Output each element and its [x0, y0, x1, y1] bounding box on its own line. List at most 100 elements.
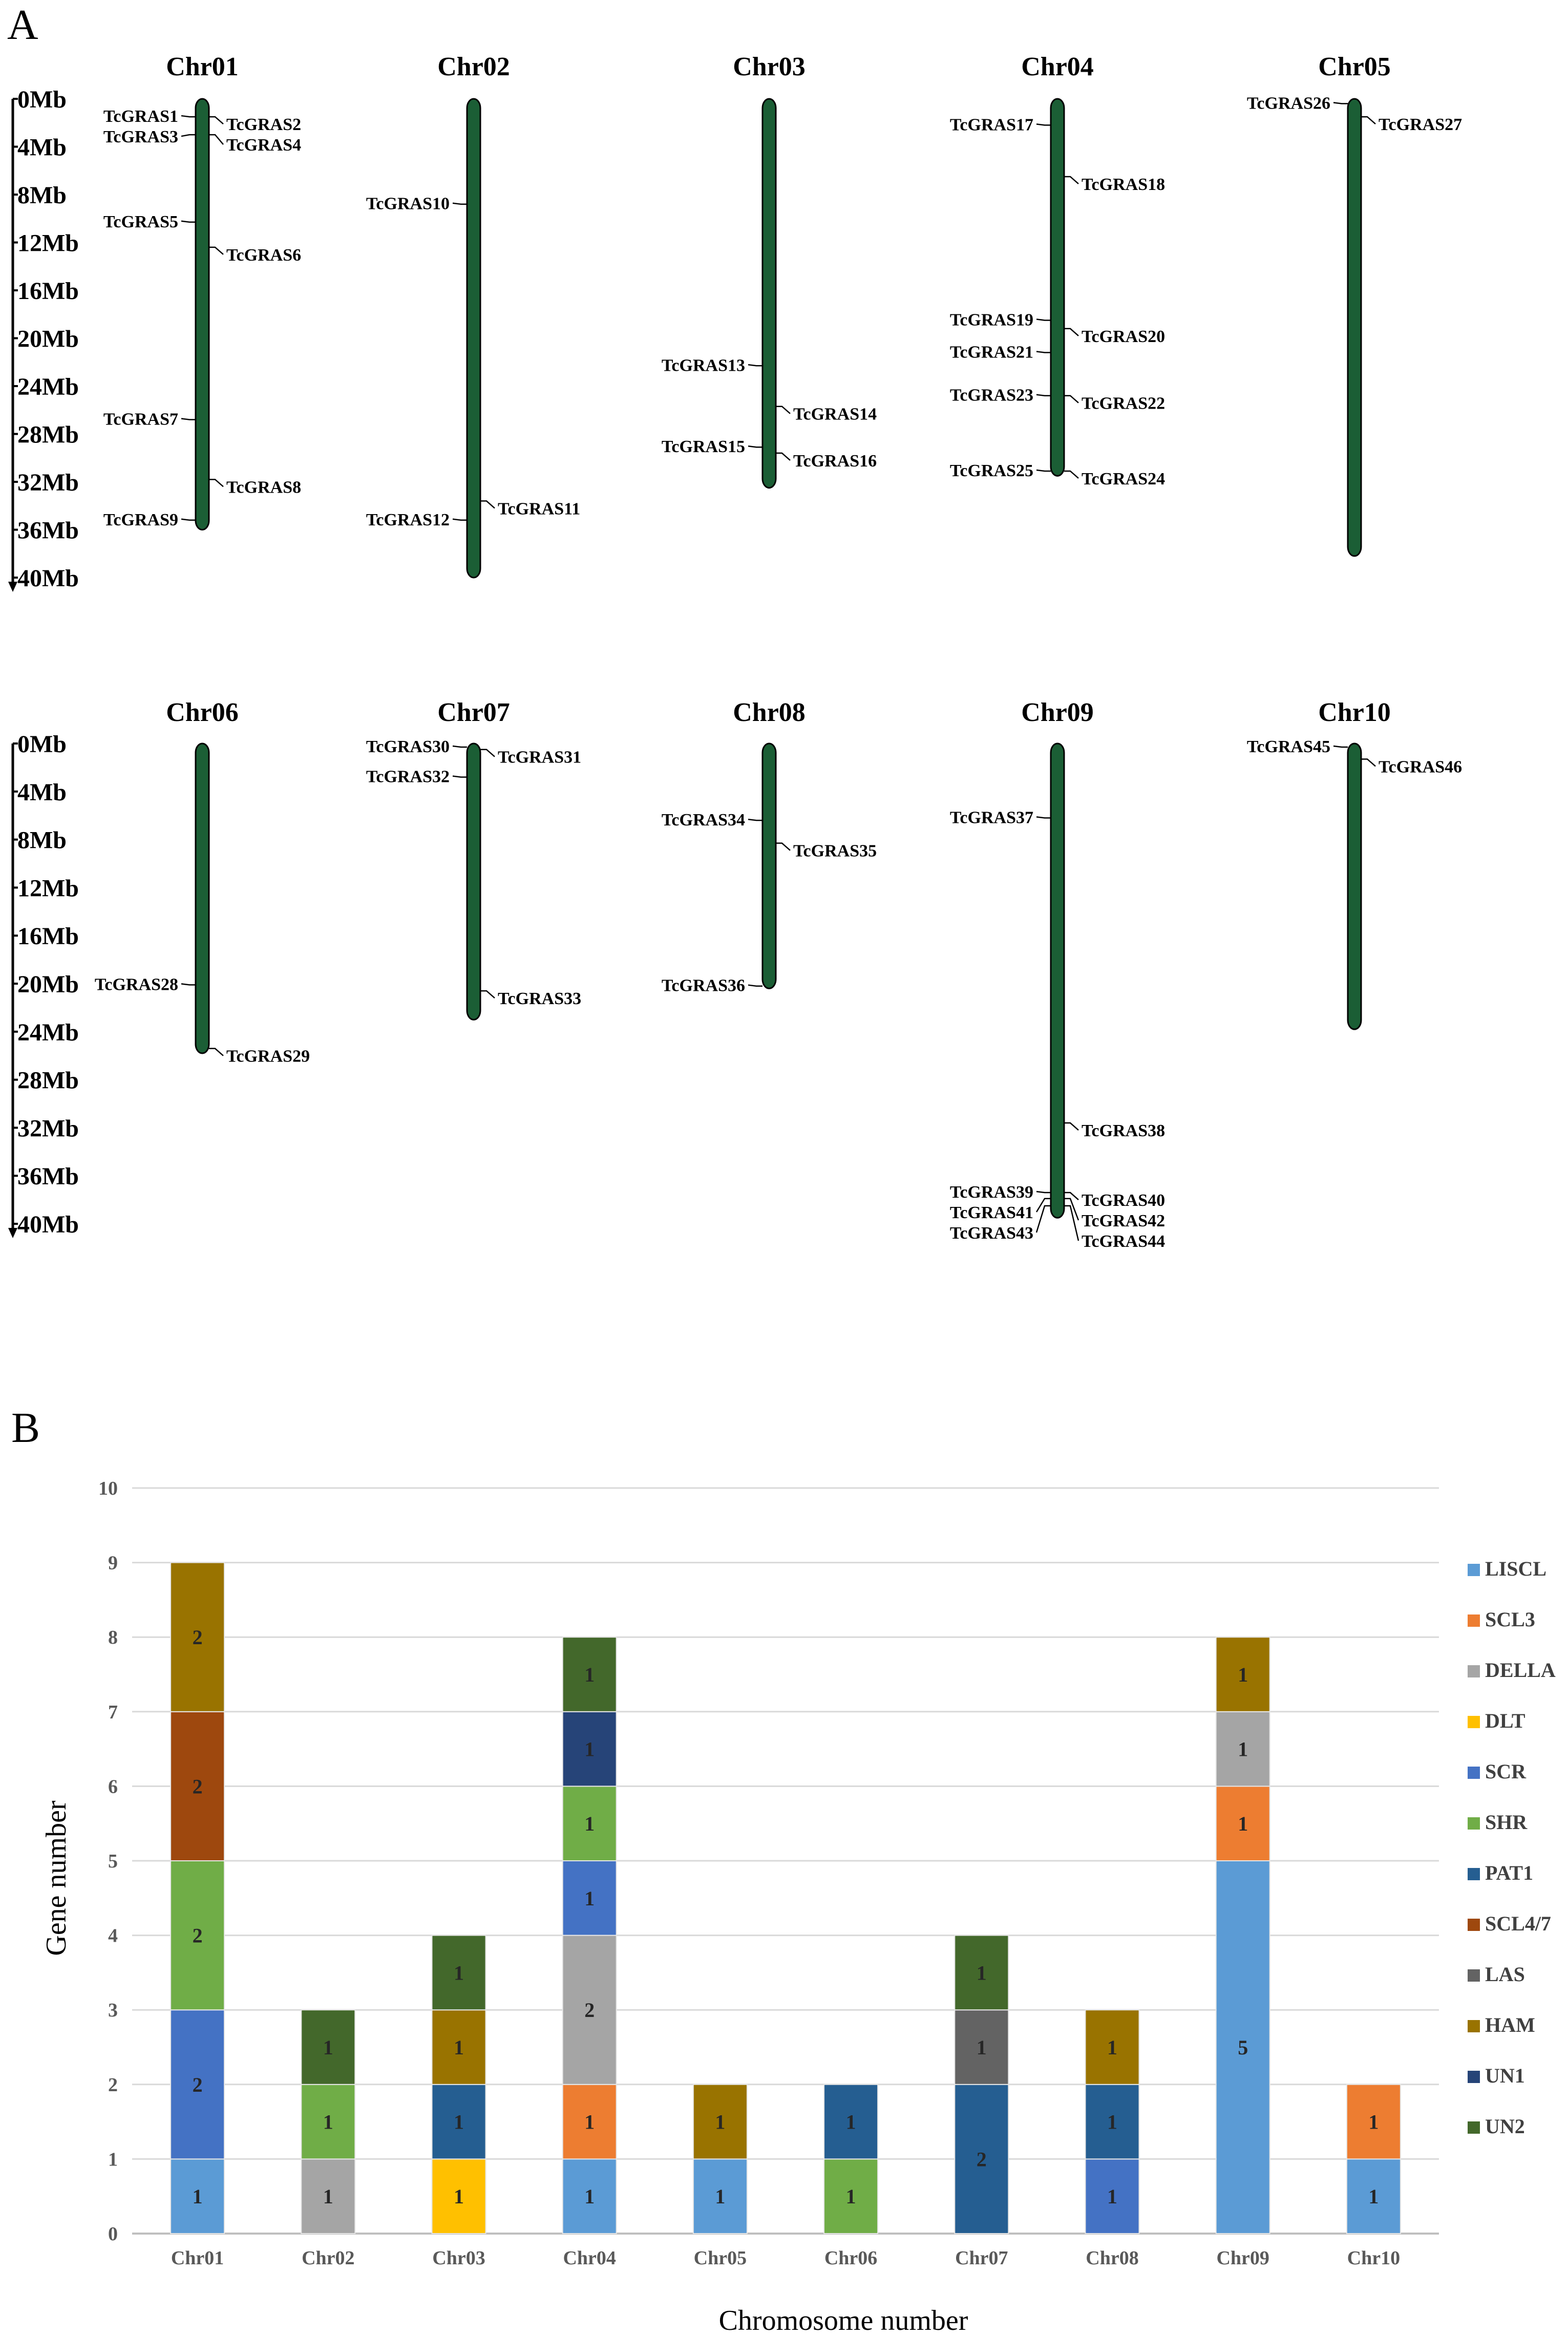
data-label: 1	[1368, 2111, 1379, 2134]
gene-label: TcGRAS46	[1379, 757, 1462, 776]
bar-segment	[170, 2158, 225, 2234]
gene-label: TcGRAS5	[103, 213, 178, 231]
legend-label: DELLA	[1485, 1659, 1556, 1682]
gene-label: TcGRAS34	[662, 811, 745, 830]
gene-label: TcGRAS36	[662, 976, 745, 995]
scale-tick-label: 8Mb	[17, 182, 67, 209]
gene-label: TcGRAS31	[498, 748, 581, 767]
gene-label: TcGRAS18	[1082, 175, 1165, 194]
scale-tick-label: 4Mb	[17, 134, 67, 161]
data-label: 1	[584, 2111, 595, 2134]
gene-label: TcGRAS40	[1082, 1191, 1165, 1210]
legend-swatch	[1468, 2071, 1480, 2083]
legend-label: SCL3	[1485, 1608, 1535, 1631]
bar-segment	[954, 1935, 1009, 2011]
legend-label: UN2	[1485, 2115, 1525, 2138]
data-label: 1	[193, 2185, 203, 2208]
x-tick-label: Chr06	[824, 2247, 877, 2269]
chromosome-bar	[466, 98, 481, 579]
y-tick-label: 7	[108, 1702, 118, 1723]
gene-connector	[1036, 816, 1051, 819]
legend-label: PAT1	[1485, 1861, 1533, 1884]
gene-label: TcGRAS15	[662, 437, 745, 456]
scale-tick-label: 0Mb	[17, 86, 67, 113]
gene-connector	[1036, 123, 1051, 126]
data-label: 1	[454, 2111, 464, 2134]
legend-swatch	[1468, 1665, 1480, 1677]
data-label: 1	[1238, 1738, 1248, 1761]
data-label: 1	[1107, 2185, 1117, 2208]
gene-connector	[181, 983, 196, 986]
scale-tick-label: 28Mb	[17, 1067, 79, 1094]
bar-segment	[1085, 2084, 1140, 2160]
data-label: 2	[193, 1924, 203, 1947]
gene-connector	[1036, 469, 1051, 472]
chromosome-bar	[1050, 742, 1065, 1219]
scale-tick-label: 40Mb	[17, 565, 79, 592]
gene-label: TcGRAS45	[1247, 737, 1330, 756]
y-tick-label: 0	[108, 2223, 118, 2245]
gene-connector	[1064, 470, 1079, 479]
gene-connector	[1036, 318, 1051, 321]
y-tick-label: 9	[108, 1553, 118, 1574]
data-label: 2	[977, 2148, 987, 2171]
chromosome-bar	[1050, 98, 1065, 477]
bar-segment	[562, 1860, 617, 1936]
chromosome-title: Chr10	[1318, 698, 1391, 727]
chromosome-bar	[761, 742, 777, 989]
chromosome-title: Chr01	[166, 52, 239, 81]
gene-connector	[181, 220, 196, 223]
gene-connector	[776, 842, 791, 851]
bar-segment	[954, 2084, 1009, 2235]
gene-connector	[181, 115, 196, 118]
bar-segment	[170, 2009, 225, 2160]
gene-connector	[452, 202, 467, 205]
gene-connector	[1036, 351, 1051, 353]
bar-segment	[1346, 2158, 1401, 2234]
bar-segment	[431, 1935, 486, 2011]
legend-label: LISCL	[1485, 1557, 1546, 1580]
gene-label: TcGRAS41	[950, 1203, 1033, 1222]
gene-label: TcGRAS35	[793, 842, 877, 861]
bar-segment	[1215, 1860, 1270, 2234]
gene-connector	[209, 1048, 224, 1056]
stacked-bar-chart: Gene number Chromosome number 0 1 2 3 4 5 6 7 8 9…	[40, 1478, 1556, 2336]
chromosome-title: Chr09	[1021, 698, 1094, 727]
gene-connector	[452, 745, 467, 748]
scale-tick-label: 36Mb	[17, 1163, 79, 1190]
data-label: 2	[193, 1626, 203, 1649]
gene-label: TcGRAS32	[366, 768, 450, 787]
gene-label: TcGRAS19	[950, 310, 1033, 329]
y-tick-label: 1	[108, 2149, 118, 2170]
data-label: 1	[846, 2111, 856, 2134]
y-tick-label: 3	[108, 2000, 118, 2021]
scale-tick-label: 24Mb	[17, 1019, 79, 1046]
bar-segment	[1085, 2158, 1140, 2234]
bar-segment	[301, 2158, 356, 2234]
data-label: 1	[584, 1663, 595, 1686]
gene-label: TcGRAS37	[950, 808, 1033, 827]
legend-label: LAS	[1485, 1963, 1525, 1986]
bar-segment	[562, 2084, 617, 2160]
gene-label: TcGRAS27	[1379, 115, 1462, 134]
gene-label: TcGRAS6	[226, 246, 301, 265]
legend-swatch	[1468, 1868, 1480, 1880]
gene-label: TcGRAS2	[226, 115, 301, 134]
scale-tick-label: 16Mb	[17, 923, 79, 950]
bar-segment	[692, 2158, 748, 2234]
gene-connector	[1064, 176, 1079, 184]
gene-label: TcGRAS8	[226, 478, 301, 497]
scale-tick-label: 12Mb	[17, 230, 79, 257]
bar-segment	[1215, 1637, 1270, 1712]
gene-connector	[181, 518, 196, 521]
legend-label: DLT	[1485, 1709, 1525, 1732]
chromosome-map: 0Mb 4Mb 8Mb 12Mb 16Mb 20Mb 24Mb 28Mb 32Mb 36Mb 40M…	[8, 52, 1462, 1251]
chromosome-bar	[1347, 98, 1362, 557]
gene-label: TcGRAS14	[793, 405, 877, 424]
gene-label: TcGRAS25	[950, 461, 1033, 480]
bar-segment	[431, 2084, 486, 2160]
bar-segment	[170, 1562, 225, 1712]
scale-tick-label: 40Mb	[17, 1211, 79, 1238]
gene-label: TcGRAS26	[1247, 94, 1330, 113]
data-label: 1	[323, 2036, 333, 2059]
